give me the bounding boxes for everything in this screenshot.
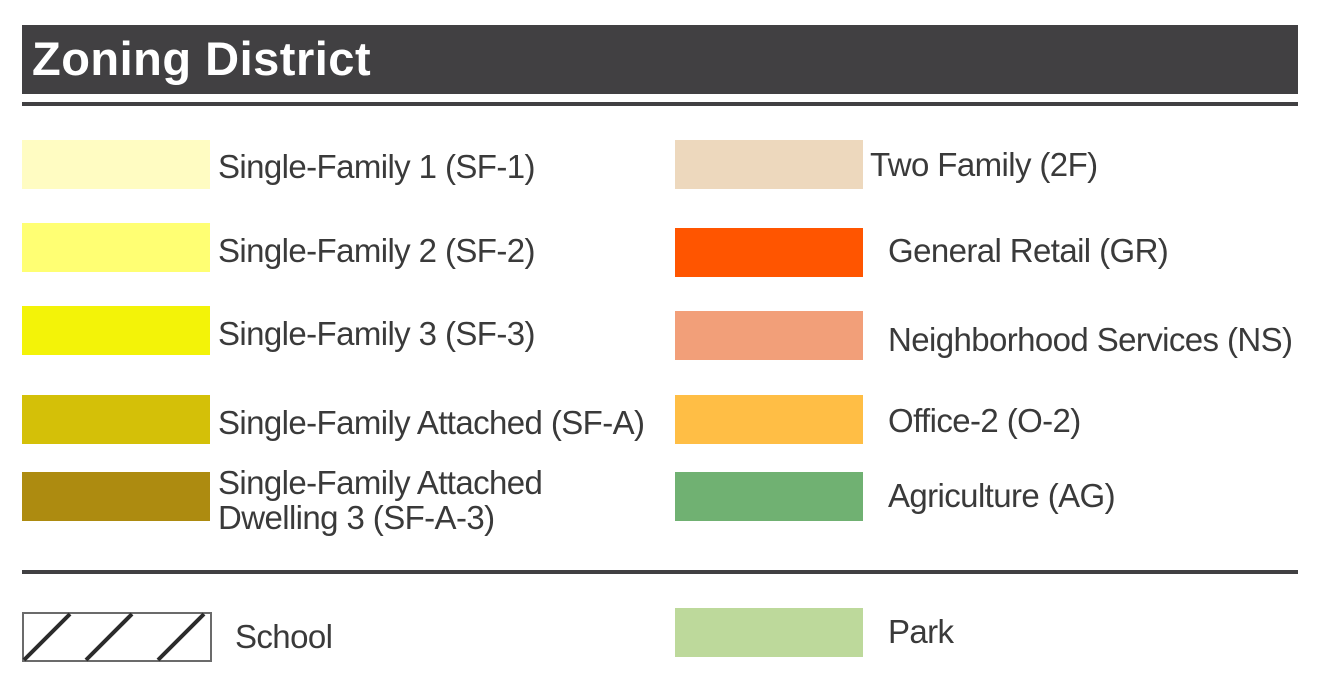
swatch-2f <box>675 140 863 189</box>
legend-title: Zoning District <box>32 32 372 85</box>
hatch-line <box>84 612 134 662</box>
label-ag: Agriculture (AG) <box>888 477 1116 514</box>
swatch-sf-a-3 <box>22 472 210 521</box>
label-sf-1: Single-Family 1 (SF-1) <box>218 148 535 185</box>
swatch-ns <box>675 311 863 360</box>
label-sf-a-3: Single-Family Attached Dwelling 3 (SF-A-… <box>218 464 543 536</box>
hatch-line <box>156 612 206 662</box>
swatch-ag <box>675 472 863 521</box>
label-2f: Two Family (2F) <box>870 146 1098 183</box>
label-school: School <box>235 618 333 655</box>
label-gr: General Retail (GR) <box>888 232 1169 269</box>
swatch-gr <box>675 228 863 277</box>
header-divider <box>22 102 1298 106</box>
swatch-sf-1 <box>22 140 210 189</box>
label-o-2: Office-2 (O-2) <box>888 402 1081 439</box>
swatch-sf-a <box>22 395 210 444</box>
school-hatch-icon <box>22 612 212 662</box>
swatch-park <box>675 608 863 657</box>
label-ns: Neighborhood Services (NS) <box>888 321 1293 358</box>
legend-header: Zoning District <box>22 25 1298 94</box>
section-divider <box>22 570 1298 574</box>
label-sf-2: Single-Family 2 (SF-2) <box>218 232 535 269</box>
swatch-sf-3 <box>22 306 210 355</box>
label-sf-3: Single-Family 3 (SF-3) <box>218 315 535 352</box>
label-park: Park <box>888 613 954 650</box>
swatch-o-2 <box>675 395 863 444</box>
hatch-line <box>22 612 72 662</box>
swatch-sf-2 <box>22 223 210 272</box>
label-sf-a: Single-Family Attached (SF-A) <box>218 404 645 441</box>
